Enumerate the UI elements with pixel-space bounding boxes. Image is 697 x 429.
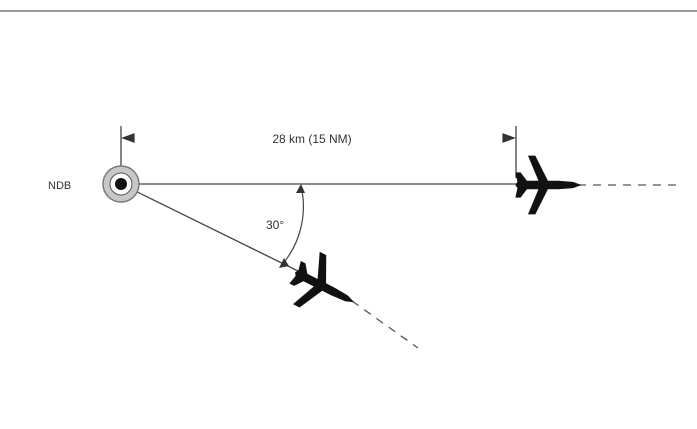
angle-label: 30°	[266, 218, 284, 232]
distance-label: 28 km (15 NM)	[272, 132, 351, 146]
ndb-beacon-icon	[102, 165, 140, 203]
aircraft-icon	[515, 155, 582, 215]
diagonal-track-line	[120, 183, 301, 273]
diagonal-track-extension	[351, 300, 419, 349]
angle-arc-arrow-bottom	[279, 258, 289, 268]
aircraft-icon	[289, 251, 355, 308]
distance-dimension	[120, 126, 517, 178]
angle-arc	[280, 185, 304, 267]
angle-arc-arrow-top	[296, 184, 305, 193]
station-label: NDB	[48, 180, 71, 192]
dimension-arrow-right	[502, 133, 516, 143]
dimension-arrow-left	[121, 133, 135, 143]
